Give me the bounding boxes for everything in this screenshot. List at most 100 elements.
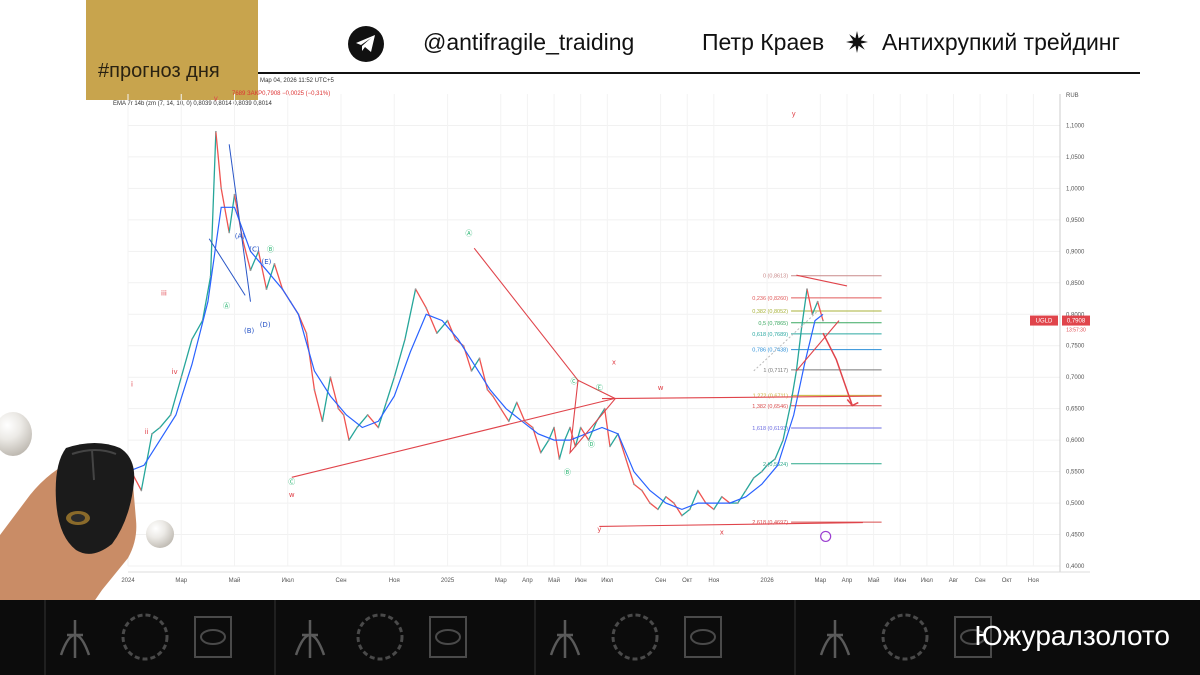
price-segment [337,408,345,416]
telegram-icon[interactable] [348,26,384,62]
fib-level-label: 0,236 (0,8260) [752,296,788,302]
x-tick-label: 2025 [441,578,455,584]
price-segment [486,389,494,397]
price-segment [641,490,651,504]
price-point [404,338,406,341]
price-point [454,338,457,341]
eye-emblem-icon [960,629,986,645]
price-point [603,407,606,410]
price-point [169,414,172,416]
wave-label: iii [161,289,167,297]
price-segment [367,414,379,428]
price-point [478,357,481,360]
annotation-line [796,274,848,287]
price-tag [1062,315,1090,326]
monogram-icon [294,620,326,658]
x-tick-label: Июн [894,578,906,584]
price-point [220,187,223,190]
price-point [305,332,308,335]
wave-label: x [720,529,724,537]
price-point [348,439,350,442]
price-segment [811,301,819,315]
x-tick-label: Июл [601,578,614,584]
laurel-wreath-icon [881,613,929,661]
fib-level-label: 0,5 (0,7865) [758,321,788,327]
price-point [265,288,268,290]
price-point [712,508,715,511]
footer-banner: Южуралзолото [0,600,1200,675]
eye-emblem-icon [435,629,461,645]
wave-label: Ⓒ [288,478,295,486]
price-point [696,489,699,492]
price-segment [169,377,182,416]
price-point [273,263,276,265]
price-segment [705,502,715,510]
price-point [515,401,518,404]
price-segment [415,288,427,309]
x-tick-label: Авг [949,578,959,584]
fib-level-label: 0,786 (0,7438) [752,348,788,354]
y-tick-label: 0,8500 [1066,281,1085,287]
eye-emblem-icon [690,629,716,645]
x-tick-label: Ноя [1028,578,1039,584]
price-point [435,332,438,335]
price-point [553,426,555,429]
price-point [491,395,494,397]
price-point [539,451,542,454]
wave-label: y [792,110,796,118]
price-segment [436,320,449,334]
x-tick-label: Июл [282,578,295,584]
x-tick-label: Сен [655,578,666,584]
price-segment [665,496,675,504]
price-segment [782,402,792,441]
fib-level-label: 0,618 (0,7689) [752,332,788,338]
wave-label: (B) [244,327,255,335]
x-tick-label: Апр [842,578,853,584]
wave-label: (A) [235,233,246,241]
price-point [720,495,723,498]
price-segment [241,238,252,271]
price-segment [766,458,776,466]
price-segment [553,427,561,460]
price-point [816,300,819,303]
price-segment [673,502,683,517]
price-point [760,470,763,473]
price-point [393,376,396,379]
price-segment [220,188,230,233]
price-segment [508,402,518,422]
price-segment [348,427,358,441]
y-tick-label: 0,9000 [1066,249,1085,255]
price-point [587,439,590,442]
forecast-tag: #прогноз дня [86,0,258,100]
laurel-wreath-icon [611,613,659,661]
fib-level-label: 0,382 (0,8052) [752,309,788,315]
y-tick-label: 0,4000 [1066,564,1085,570]
price-point [385,401,388,404]
price-chart[interactable]: 1,1000 1,0500 1,0000 0,9500 0,9000 0,8500 0,80… [100,88,1090,588]
price-segment [681,508,691,517]
price-point [579,426,582,429]
price-segment [151,427,161,435]
wave-label: Ⓓ [588,440,595,448]
telegram-handle[interactable]: @antifragile_traiding [423,29,635,55]
price-segment [385,377,395,403]
y-tick-label: 0,6000 [1066,438,1085,444]
price-point [680,514,683,517]
price-segment [265,263,276,290]
price-segment [795,326,803,371]
wave-line [228,144,251,302]
price-point [633,483,635,486]
x-tick-label: Апр [522,578,533,584]
x-tick-label: Сен [336,578,347,584]
price-segment [633,483,643,491]
wave-label: Ⓐ [223,302,230,310]
y-tick-label: 0,5000 [1066,501,1085,507]
y-tick-label: 1,0000 [1066,186,1085,192]
chart-info-date: Мар 04, 2026 11:52 UTC+5 [260,78,334,84]
price-point [672,502,675,504]
monogram-icon [819,620,851,658]
laurel-wreath-icon [121,613,169,661]
price-segment [159,414,172,428]
price-point [342,414,345,416]
price-segment [321,377,332,422]
